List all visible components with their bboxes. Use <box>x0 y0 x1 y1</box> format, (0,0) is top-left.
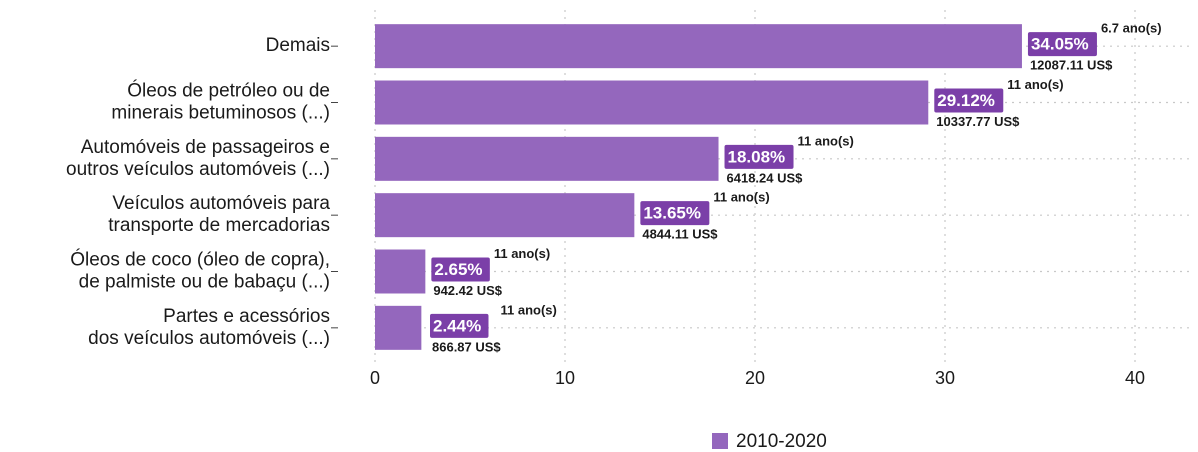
y-tick-label: Partes e acessórios dos veículos automóve… <box>88 306 330 349</box>
value-label: 2.65% <box>434 260 482 279</box>
bar <box>375 305 422 350</box>
x-tick-label: 40 <box>1125 368 1145 388</box>
value-label-box <box>640 201 710 226</box>
years-label: 6.7 ano(s) <box>1101 21 1162 36</box>
x-tick-label: 10 <box>555 368 575 388</box>
usd-label: 10337.77 US$ <box>936 114 1020 129</box>
value-label-box <box>1027 32 1097 57</box>
bar <box>375 193 635 238</box>
value-label-box <box>934 88 1004 113</box>
bar <box>375 136 719 181</box>
value-label-box <box>724 144 794 169</box>
value-label: 34.05% <box>1031 35 1089 54</box>
y-tick-label: Automóveis de passageiros e outros veícul… <box>66 137 330 180</box>
y-tick-label: Óleos de coco (óleo de copra), de palmist… <box>70 249 330 293</box>
value-label: 29.12% <box>937 91 995 110</box>
value-label: 2.44% <box>433 316 481 335</box>
y-tick-label: Veículos automóveis para transporte de me… <box>108 193 330 236</box>
value-label: 18.08% <box>728 147 786 166</box>
x-tick-label: 20 <box>745 368 765 388</box>
years-label: 11 ano(s) <box>798 133 854 148</box>
legend-swatch <box>712 433 728 449</box>
x-tick-label: 0 <box>370 368 380 388</box>
years-label: 11 ano(s) <box>501 302 557 317</box>
value-label: 13.65% <box>643 204 701 223</box>
y-tick-label: Demais <box>266 35 330 56</box>
years-label: 11 ano(s) <box>1007 77 1063 92</box>
usd-label: 942.42 US$ <box>433 283 502 298</box>
usd-label: 866.87 US$ <box>432 339 501 354</box>
y-tick-label: Óleos de petróleo ou de minerais betumino… <box>111 80 330 124</box>
usd-label: 4844.11 US$ <box>642 227 718 242</box>
value-label-box <box>431 257 490 282</box>
legend-label: 2010-2020 <box>736 431 827 452</box>
years-label: 11 ano(s) <box>713 190 769 205</box>
years-label: 11 ano(s) <box>494 246 550 261</box>
value-label-box <box>430 313 489 338</box>
bar <box>375 80 929 125</box>
bar <box>375 24 1022 69</box>
bar <box>375 249 426 294</box>
usd-label: 12087.11 US$ <box>1030 58 1113 73</box>
usd-label: 6418.24 US$ <box>727 170 804 185</box>
x-tick-label: 30 <box>935 368 955 388</box>
